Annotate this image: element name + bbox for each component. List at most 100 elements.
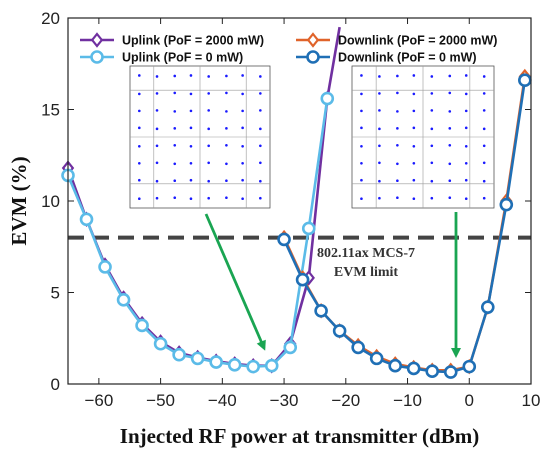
constellation-point xyxy=(430,127,434,131)
data-point xyxy=(443,365,458,379)
data-point xyxy=(264,358,279,373)
data-point xyxy=(499,197,514,212)
constellation-point xyxy=(138,92,141,96)
threshold-label-line1: 802.11ax MCS-7 xyxy=(317,246,415,261)
constellation-point xyxy=(396,144,399,147)
constellation-point xyxy=(189,197,193,201)
data-point xyxy=(153,336,168,351)
data-point xyxy=(462,359,477,374)
constellation-point xyxy=(430,92,434,95)
data-point xyxy=(98,260,112,274)
x-tick-label: 10 xyxy=(522,391,541,410)
constellation-point xyxy=(448,110,452,113)
constellation-point xyxy=(430,179,434,183)
constellation-point xyxy=(360,126,363,130)
data-point xyxy=(227,357,242,372)
constellation-point xyxy=(482,92,486,95)
x-tick-label: −10 xyxy=(393,391,422,410)
legend-label: Uplink (PoF = 2000 mW) xyxy=(122,34,264,48)
constellation-point xyxy=(225,196,228,200)
legend-entry-3: Downlink (PoF = 2000 mW) xyxy=(296,32,497,48)
constellation-point xyxy=(360,197,363,201)
constellation-point xyxy=(360,178,363,182)
legend-swatch-marker xyxy=(306,32,320,48)
constellation-point xyxy=(360,145,363,148)
legend-label: Downlink (PoF = 0 mW) xyxy=(338,51,477,65)
constellation-point xyxy=(189,109,193,113)
constellation-point xyxy=(259,109,262,112)
constellation-point xyxy=(464,92,468,96)
x-tick-label: −30 xyxy=(270,391,299,410)
data-point xyxy=(351,340,365,355)
constellation-point xyxy=(259,144,262,148)
constellation-point xyxy=(378,109,381,112)
constellation-point xyxy=(396,91,399,95)
constellation-point xyxy=(378,92,381,95)
data-point xyxy=(277,232,291,247)
legend-swatch-marker xyxy=(90,32,104,48)
data-point xyxy=(209,355,223,369)
constellation-point xyxy=(259,92,262,95)
constellation-point xyxy=(155,92,159,95)
constellation-point xyxy=(259,75,262,78)
constellation-point xyxy=(412,197,416,201)
constellation-point xyxy=(241,145,244,148)
constellation-point xyxy=(482,161,486,165)
x-tick-label: −40 xyxy=(208,391,237,410)
constellation-point xyxy=(225,144,228,147)
series-2 xyxy=(61,91,335,374)
constellation-point xyxy=(448,74,452,78)
constellation-point xyxy=(155,75,159,78)
constellation-point xyxy=(259,127,262,131)
data-point xyxy=(332,324,347,338)
constellation-point xyxy=(464,161,468,165)
constellation-insets xyxy=(129,65,495,209)
constellation-point xyxy=(241,161,244,165)
constellation-point xyxy=(464,197,468,201)
data-point xyxy=(79,212,94,227)
constellation-point xyxy=(225,179,228,183)
constellation-point xyxy=(225,110,228,113)
constellation-point xyxy=(430,144,434,148)
constellation-point xyxy=(173,110,177,113)
constellation-point xyxy=(378,179,381,183)
constellation-point xyxy=(448,144,452,147)
legend-entry-2: Uplink (PoF = 0 mW) xyxy=(80,50,243,65)
data-point xyxy=(314,303,328,318)
constellation-point xyxy=(396,162,399,166)
constellation-point xyxy=(482,127,486,131)
constellation-point xyxy=(207,144,210,148)
constellation-point xyxy=(138,178,141,182)
axes: −60 −50 −40 −30 −20 −10 0 10 0 5 10 15 20 xyxy=(41,9,540,410)
constellation-point xyxy=(430,109,434,112)
data-point xyxy=(295,272,310,287)
data-point xyxy=(320,91,335,106)
constellation-point xyxy=(155,127,159,131)
data-point xyxy=(388,358,402,373)
constellation-point xyxy=(207,92,210,95)
constellation-point xyxy=(207,161,210,165)
constellation-point xyxy=(241,92,244,96)
constellation-point xyxy=(173,74,177,78)
data-point xyxy=(246,359,260,374)
legend: Uplink (PoF = 2000 mW) Uplink (PoF = 0 mW… xyxy=(80,32,497,65)
legend-label: Downlink (PoF = 2000 mW) xyxy=(338,34,497,48)
y-tick-label: 20 xyxy=(41,9,60,28)
constellation-point xyxy=(173,162,177,166)
legend-entry-1: Uplink (PoF = 2000 mW) xyxy=(80,32,264,48)
threshold-label-line2: EVM limit xyxy=(334,265,398,280)
y-axis-title: EVM (%) xyxy=(7,156,31,245)
constellation-point xyxy=(464,74,468,77)
constellation-point xyxy=(378,127,381,131)
constellation-point xyxy=(396,127,399,130)
constellation-point xyxy=(482,75,486,78)
constellation-point xyxy=(138,161,141,165)
constellation-point xyxy=(241,178,244,182)
y-tick-label: 0 xyxy=(51,375,60,394)
constellation-point xyxy=(448,179,452,183)
constellation-point xyxy=(259,179,262,183)
constellation-point xyxy=(189,145,193,148)
constellation-point xyxy=(173,127,177,130)
x-tick-label: −60 xyxy=(84,391,113,410)
